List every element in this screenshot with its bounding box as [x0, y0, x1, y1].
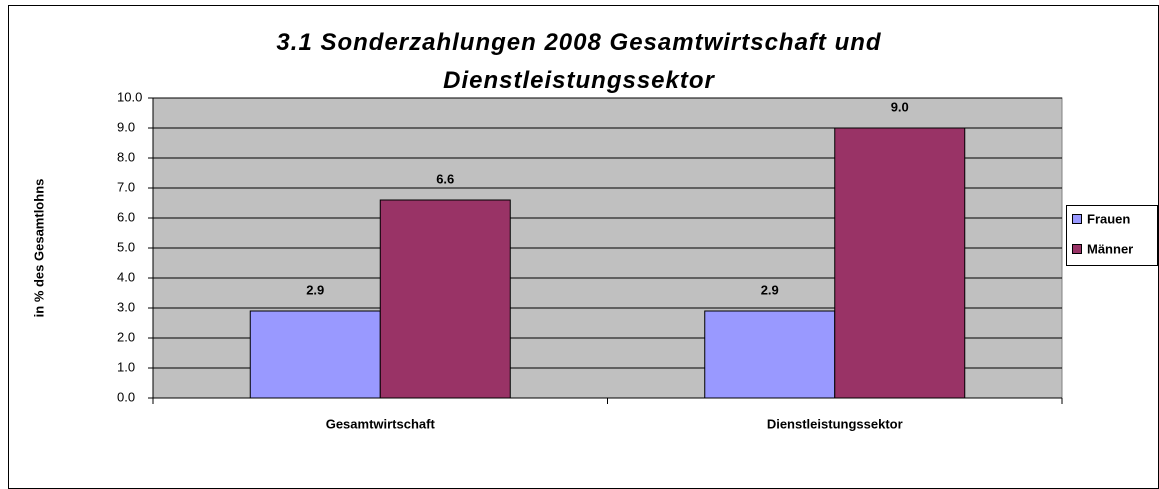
y-tick-label: 3.0	[117, 299, 135, 314]
legend-label: Männer	[1087, 241, 1133, 256]
data-label: 2.9	[306, 282, 324, 297]
y-tick-label: 1.0	[117, 359, 135, 374]
legend-swatch	[1072, 244, 1082, 254]
x-tick-label: Gesamtwirtschaft	[326, 416, 436, 431]
bar	[834, 127, 966, 399]
y-tick-label: 7.0	[117, 179, 135, 194]
y-tick-label: 2.0	[117, 329, 135, 344]
y-tick-label: 10.0	[117, 89, 142, 104]
y-tick-label: 9.0	[117, 119, 135, 134]
legend-swatch	[1072, 214, 1082, 224]
bar	[379, 199, 511, 399]
bar	[704, 310, 836, 399]
y-tick-label: 0.0	[117, 389, 135, 404]
chart-title: 3.1 Sonderzahlungen 2008 Gesamtwirtschaf…	[276, 29, 882, 94]
y-tick-label: 5.0	[117, 239, 135, 254]
data-label: 2.9	[761, 282, 779, 297]
data-label: 9.0	[891, 99, 909, 114]
y-tick-label: 4.0	[117, 269, 135, 284]
data-label: 6.6	[436, 171, 454, 186]
y-tick-label: 6.0	[117, 209, 135, 224]
y-tick-label: 8.0	[117, 149, 135, 164]
legend-label: Frauen	[1087, 211, 1130, 226]
y-axis-label: in % des Gesamtlohns	[31, 179, 46, 318]
bar	[249, 310, 381, 399]
x-tick-label: Dienstleistungssektor	[767, 416, 903, 431]
